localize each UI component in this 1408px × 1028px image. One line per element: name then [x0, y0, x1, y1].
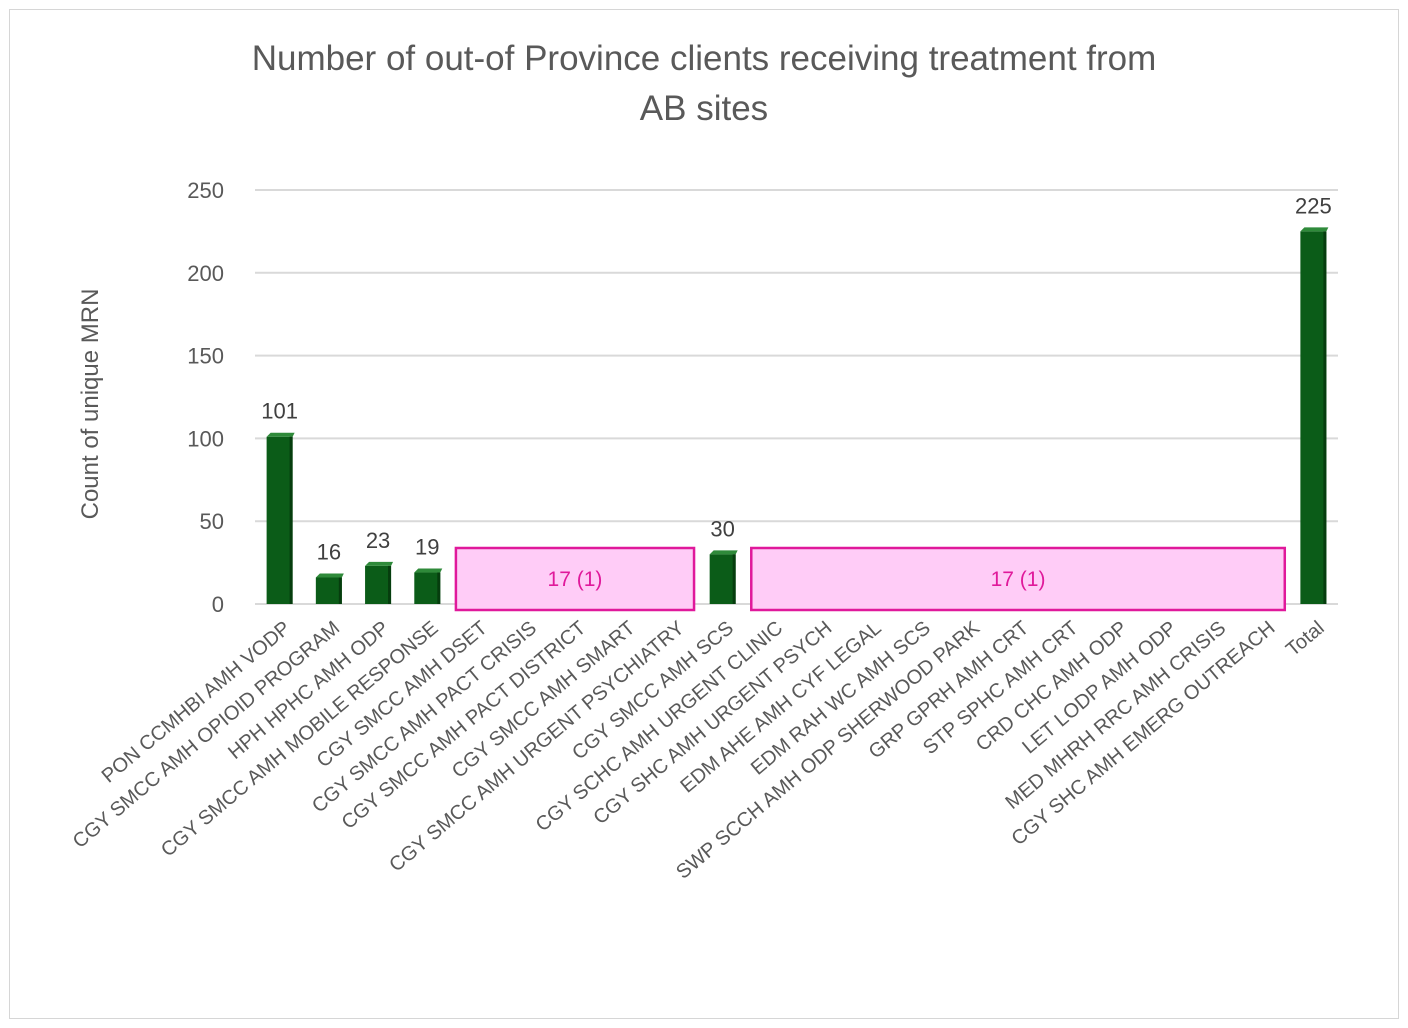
annotation-box: [750, 546, 1287, 612]
y-tick-label: 250: [187, 178, 224, 203]
bar: [315, 577, 342, 604]
annotation-label: 17 (1): [548, 568, 603, 591]
data-label: 16: [317, 540, 341, 565]
bar-top: [315, 573, 344, 578]
data-label: 101: [261, 399, 298, 424]
chart-title-line-2: AB sites: [640, 89, 768, 128]
data-label: 19: [415, 535, 439, 560]
y-tick-label: 150: [187, 344, 224, 369]
bar-side: [732, 554, 736, 604]
bar-side: [338, 577, 342, 604]
annotation-label: 17 (1): [991, 568, 1046, 591]
chart-frame: [9, 9, 1399, 1019]
y-tick-label: 200: [187, 261, 224, 286]
bar: [1300, 231, 1327, 604]
data-label: 30: [710, 516, 734, 541]
bar: [709, 554, 736, 604]
bar: [365, 565, 392, 604]
bar-side: [1323, 231, 1327, 604]
bar-top: [266, 432, 295, 437]
bar-top: [709, 550, 738, 555]
bar: [266, 436, 293, 604]
chart-title-line-1: Number of out-of Province clients receiv…: [252, 39, 1157, 78]
y-axis-label: Count of unique MRN: [77, 289, 104, 520]
bar-top: [1300, 227, 1329, 232]
bar-top: [365, 561, 394, 566]
bar-side: [388, 565, 392, 604]
bar-side: [289, 436, 293, 604]
annotation-box: [454, 546, 696, 612]
y-tick-label: 100: [187, 426, 224, 451]
x-tick-label: Total: [1282, 617, 1329, 661]
bar: [414, 572, 441, 604]
data-label: 225: [1295, 193, 1332, 218]
bar-side: [437, 572, 441, 604]
data-label: 23: [366, 528, 390, 553]
bar-top: [414, 568, 443, 573]
y-tick-label: 50: [200, 509, 224, 534]
y-tick-label: 0: [212, 592, 224, 617]
